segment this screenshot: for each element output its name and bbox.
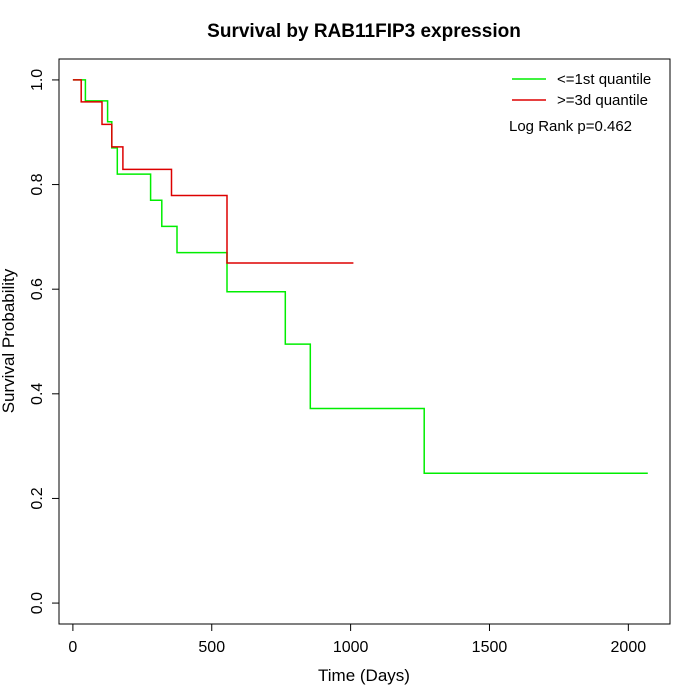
y-axis: 0.0 0.2 0.4 0.6 0.8 1.0 — [29, 69, 60, 614]
log-rank-annotation: Log Rank p=0.462 — [509, 118, 632, 135]
x-axis: 0 500 1000 1500 2000 — [68, 623, 647, 656]
legend-label-low: <=1st quantile — [557, 71, 651, 88]
chart-title: Survival by RAB11FIP3 expression — [207, 21, 521, 42]
y-tick-label: 0.0 — [29, 592, 46, 614]
x-tick-label: 500 — [198, 639, 225, 656]
y-axis-label: Survival Probability — [0, 268, 18, 413]
y-tick-label: 0.6 — [29, 278, 46, 300]
plot-frame — [58, 58, 671, 625]
legend-label-high: >=3d quantile — [557, 92, 648, 109]
legend: <=1st quantile >=3d quantile — [512, 71, 651, 109]
y-tick-label: 0.8 — [29, 173, 46, 195]
x-axis-label: Time (Days) — [318, 666, 410, 685]
y-tick-label: 1.0 — [29, 69, 46, 91]
survival-curves — [72, 79, 648, 475]
series-line-1 — [72, 79, 354, 264]
x-tick-label: 1500 — [472, 639, 508, 656]
x-tick-label: 0 — [68, 639, 77, 656]
x-tick-label: 1000 — [333, 639, 369, 656]
series-line-0 — [72, 79, 648, 475]
y-tick-label: 0.2 — [29, 487, 46, 509]
y-tick-label: 0.4 — [29, 383, 46, 405]
x-tick-label: 2000 — [611, 639, 647, 656]
